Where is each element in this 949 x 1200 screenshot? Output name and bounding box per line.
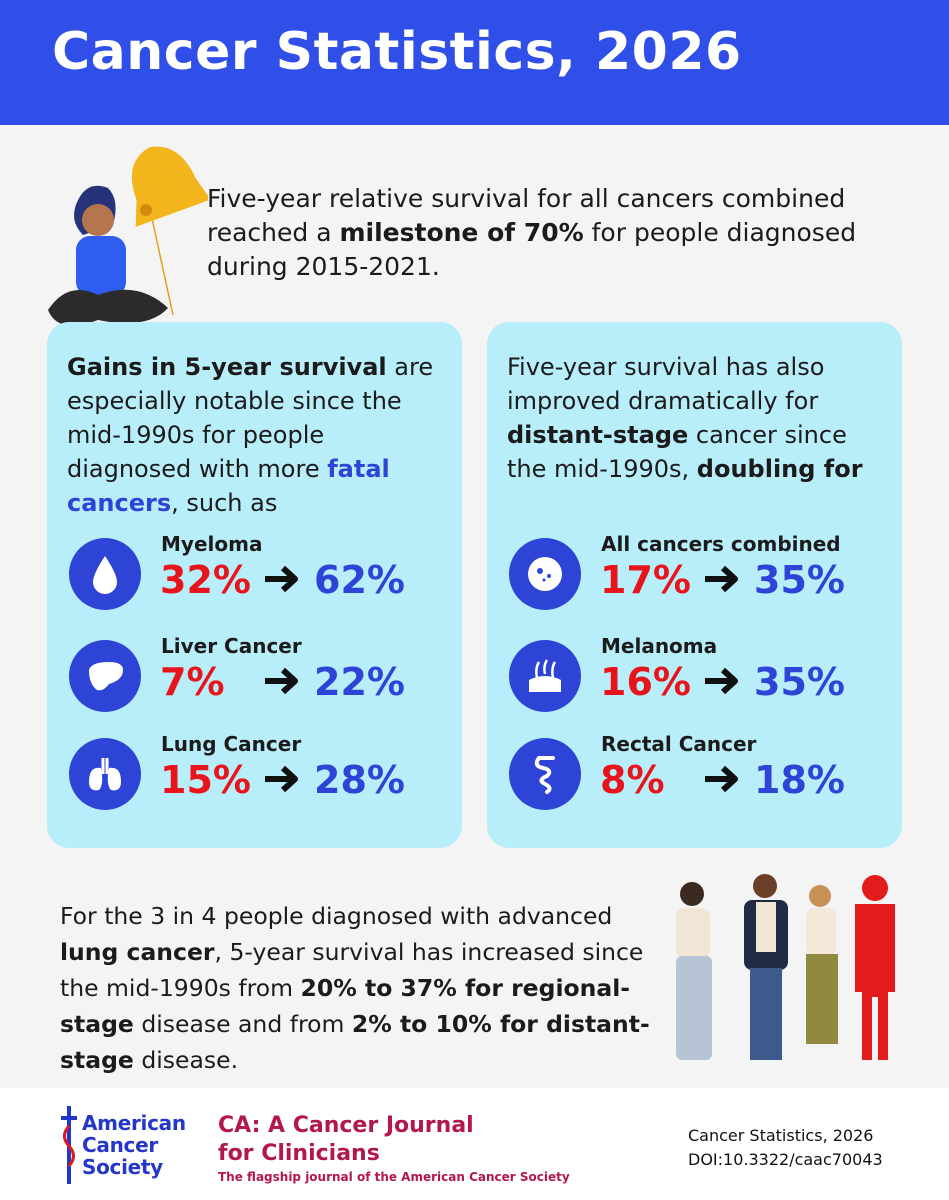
intro-text: Five-year relative survival for all canc… — [207, 182, 907, 284]
arrow-icon — [265, 765, 298, 793]
text-bold: 20% to 37% for regional-stage — [60, 974, 631, 1038]
stat-item: Melanoma 16% 35% — [509, 634, 899, 714]
panel-heading: Five-year survival has also improved dra… — [507, 350, 892, 486]
stat-icon — [509, 538, 581, 610]
text-bold: distant-stage — [507, 421, 689, 449]
stat-name: Liver Cancer — [161, 634, 302, 658]
text: for Clinicians — [218, 1141, 380, 1166]
stat-name: Lung Cancer — [161, 732, 302, 756]
arrow-icon — [265, 667, 298, 695]
journal-title: CA: A Cancer Journal for Clinicians — [218, 1112, 474, 1168]
stat-item: Rectal Cancer 8% 18% — [509, 732, 899, 812]
text-bold: lung cancer — [60, 938, 215, 966]
stat-from: 8% — [600, 758, 665, 802]
text-bold: Gains in 5-year survival — [67, 353, 387, 381]
text: American — [82, 1111, 186, 1135]
journal-tagline: The flagship journal of the American Can… — [218, 1170, 570, 1184]
panel-heading: Gains in 5-year survival are especially … — [67, 350, 452, 520]
stat-icon — [509, 640, 581, 712]
title: Cancer Statistics, 2026 — [52, 22, 742, 82]
text: DOI:10.3322/caac70043 — [688, 1150, 883, 1169]
text: Cancer — [82, 1133, 158, 1157]
text: , 5-year survival has increased since th… — [60, 938, 644, 1002]
text: are especially notable since the mid-199… — [67, 353, 434, 483]
text-bold: milestone of 70% — [339, 218, 584, 247]
illustration-people — [676, 874, 895, 1060]
header-band: Cancer Statistics, 2026 — [0, 0, 949, 125]
text-bold: 2% to 10% for distant-stage — [60, 1010, 650, 1074]
lung-note: For the 3 in 4 people diagnosed with adv… — [60, 898, 650, 1078]
stat-from: 17% — [600, 558, 691, 602]
stat-to: 18% — [754, 758, 845, 802]
panel: Gains in 5-year survival are especially … — [47, 322, 462, 848]
text-bold: doubling for — [696, 455, 863, 483]
text: Five-year relative survival for all canc… — [207, 184, 846, 247]
text: disease. — [133, 1046, 239, 1074]
stat-to: 22% — [314, 660, 405, 704]
arrow-icon — [705, 565, 738, 593]
panel: Five-year survival has also improved dra… — [487, 322, 902, 848]
text: cancer since the mid-1990s, — [507, 421, 847, 483]
text: , such as — [171, 489, 278, 517]
stat-from: 16% — [600, 660, 691, 704]
acs-sword-logo — [61, 1106, 77, 1184]
arrow-icon — [265, 565, 298, 593]
stat-item: Myeloma 32% 62% — [69, 532, 459, 612]
text: Society — [82, 1155, 163, 1179]
illustration-girl-bell — [48, 146, 208, 326]
stat-name: Melanoma — [601, 634, 718, 658]
stat-icon — [509, 738, 581, 810]
text: disease and from — [133, 1010, 352, 1038]
text: For the 3 in 4 people diagnosed with adv… — [60, 902, 613, 930]
text: Cancer Statistics, 2026 — [688, 1126, 874, 1145]
acs-logo-text: American Cancer Society — [82, 1112, 186, 1178]
arrow-icon — [705, 667, 738, 695]
stat-item: All cancers combined 17% 35% — [509, 532, 899, 612]
stat-icon — [69, 738, 141, 810]
text: CA: A Cancer Journal — [218, 1113, 474, 1138]
stat-name: Rectal Cancer — [601, 732, 757, 756]
stat-from: 7% — [160, 660, 225, 704]
stat-name: Myeloma — [161, 532, 263, 556]
stat-item: Lung Cancer 15% 28% — [69, 732, 459, 812]
stat-name: All cancers combined — [601, 532, 841, 556]
stat-icon — [69, 538, 141, 610]
stat-to: 35% — [754, 558, 845, 602]
stat-from: 15% — [160, 758, 251, 802]
stat-to: 62% — [314, 558, 405, 602]
stat-icon — [69, 640, 141, 712]
stat-from: 32% — [160, 558, 251, 602]
stat-to: 28% — [314, 758, 405, 802]
citation: Cancer Statistics, 2026 DOI:10.3322/caac… — [688, 1124, 883, 1172]
text: for people diagnosed during 2015-2021. — [207, 218, 857, 281]
arrow-icon — [705, 765, 738, 793]
stat-item: Liver Cancer 7% 22% — [69, 634, 459, 714]
text-highlight: fatal cancers — [67, 455, 390, 517]
footer — [0, 1088, 949, 1200]
stat-to: 35% — [754, 660, 845, 704]
text: Five-year survival has also improved dra… — [507, 353, 825, 415]
